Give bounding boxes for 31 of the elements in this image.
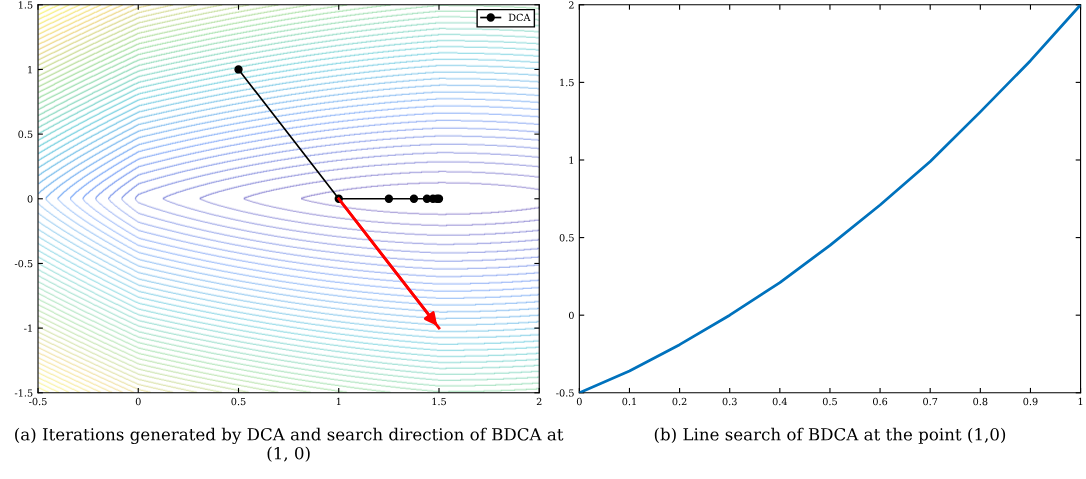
- x-tick-label: 0.7: [923, 397, 938, 406]
- y-tick-label: 1.5: [560, 78, 574, 87]
- y-tick-label: -1.5: [14, 389, 33, 397]
- x-tick-label: 0.5: [231, 397, 246, 406]
- x-tick-label: 0.5: [822, 397, 837, 406]
- y-tick-label: -1: [24, 324, 32, 332]
- text: (b) Line search of BDCA at the point (1,0): [654, 427, 1006, 444]
- y-tick-label: 0: [27, 195, 33, 203]
- x-tick-label: 0: [135, 397, 141, 406]
- x-tick-label: 0.6: [872, 397, 888, 406]
- text: (a) Iterations generated by DCA and search direction of BDCA at (1, 0): [15, 427, 564, 462]
- y-tick-label: -0.5: [14, 259, 33, 268]
- x-tick-label: 2: [536, 397, 542, 406]
- x-tick-label: 1: [336, 397, 341, 406]
- x-tick-label: 0.8: [973, 397, 988, 406]
- x-tick-label: 0: [576, 397, 582, 406]
- y-tick-label: 1: [569, 156, 574, 164]
- x-tick-label: 0.3: [722, 397, 737, 406]
- y-tick-label: 2: [568, 1, 574, 9]
- x-tick-label: 1.5: [432, 397, 446, 406]
- y-tick-label: 1: [28, 65, 32, 74]
- x-tick-label: 1: [1078, 397, 1083, 406]
- y-tick-label: 0.5: [18, 130, 33, 138]
- x-tick-label: 0.2: [672, 397, 687, 406]
- x-tick-label: 0.4: [772, 397, 788, 406]
- x-tick-label: 0.1: [622, 397, 636, 406]
- x-tick-label: 0.9: [1023, 397, 1038, 406]
- y-tick-label: 0.5: [559, 234, 574, 242]
- y-tick-label: 1.5: [18, 1, 33, 9]
- y-tick-label: -0.5: [556, 389, 574, 397]
- y-tick-label: 0: [568, 311, 574, 320]
